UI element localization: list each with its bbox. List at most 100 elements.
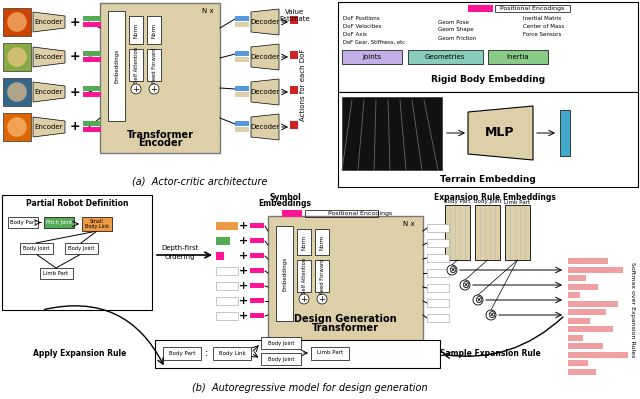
Circle shape [7, 117, 27, 137]
Bar [568, 267, 623, 273]
Text: +: + [132, 85, 140, 93]
Polygon shape [33, 82, 65, 102]
Bar [475, 205, 500, 260]
Bar [568, 369, 596, 375]
Bar [568, 292, 580, 298]
Bar [338, 2, 638, 92]
Text: Embeddings: Embeddings [259, 200, 312, 209]
Bar [235, 51, 249, 56]
Bar [495, 5, 570, 12]
Polygon shape [251, 79, 279, 105]
Bar [250, 268, 264, 273]
Bar [427, 239, 449, 247]
Bar [290, 16, 298, 24]
Text: Encoder: Encoder [138, 138, 182, 148]
Text: Limb Part: Limb Part [504, 200, 531, 205]
Bar [8, 217, 38, 228]
Text: Partial Robot Definition: Partial Robot Definition [26, 198, 128, 207]
Text: Body Joint: Body Joint [474, 200, 501, 205]
Bar [261, 337, 301, 349]
Bar [40, 268, 73, 279]
Bar [568, 258, 608, 264]
Bar [315, 260, 329, 292]
Circle shape [131, 84, 141, 94]
Bar [427, 224, 449, 232]
Text: Body Part: Body Part [444, 200, 470, 205]
Bar [427, 299, 449, 307]
Bar [65, 243, 98, 254]
Text: Symbol: Symbol [269, 192, 301, 201]
Text: Body Part: Body Part [10, 220, 36, 225]
Bar [216, 312, 238, 320]
Bar [235, 92, 249, 97]
Text: Embeddings: Embeddings [282, 257, 287, 290]
Bar [82, 217, 112, 231]
Text: :: : [205, 348, 209, 358]
Text: Apply Expansion Rule: Apply Expansion Rule [33, 350, 127, 358]
Text: (b)  Autoregressive model for design generation: (b) Autoregressive model for design gene… [192, 383, 428, 393]
Bar [83, 127, 101, 132]
Circle shape [460, 280, 470, 290]
Bar [213, 347, 251, 360]
Bar [427, 254, 449, 262]
Text: Encoder: Encoder [35, 19, 63, 25]
Bar [290, 121, 298, 129]
Bar [268, 216, 423, 341]
Bar [261, 353, 301, 365]
Polygon shape [251, 9, 279, 35]
Bar [468, 5, 493, 12]
Bar [3, 113, 31, 141]
Bar [250, 238, 264, 243]
Bar [488, 50, 548, 64]
Text: +: + [150, 85, 157, 93]
Text: +: + [239, 251, 248, 261]
Bar [568, 275, 586, 281]
Text: Feed Forward: Feed Forward [319, 258, 324, 294]
Bar [108, 11, 125, 121]
Text: Embeddings: Embeddings [114, 49, 119, 83]
Text: +: + [239, 221, 248, 231]
Text: Body Joint: Body Joint [68, 246, 94, 251]
Bar [568, 352, 628, 358]
Text: Limb Part: Limb Part [317, 350, 343, 356]
Text: +: + [70, 85, 80, 99]
Text: Design Generation: Design Generation [294, 314, 397, 324]
Text: Geom Shape: Geom Shape [438, 28, 474, 32]
Text: Body Link: Body Link [219, 350, 245, 356]
Bar [315, 229, 329, 255]
Text: Body Joint: Body Joint [268, 340, 294, 346]
Bar [568, 284, 598, 290]
Bar [216, 237, 230, 245]
Bar [342, 97, 442, 170]
Text: Norm: Norm [152, 22, 157, 38]
Bar [235, 86, 249, 91]
Bar [83, 92, 101, 97]
Bar [83, 51, 101, 56]
Text: +: + [239, 281, 248, 291]
Bar [568, 309, 606, 315]
Text: DoF Gear, Stiffness, etc: DoF Gear, Stiffness, etc [343, 40, 405, 45]
Text: Norm: Norm [134, 22, 138, 38]
Polygon shape [33, 12, 65, 32]
Bar [568, 343, 603, 349]
Polygon shape [468, 106, 533, 160]
Text: Small
Body Link: Small Body Link [85, 219, 109, 229]
Bar [297, 229, 311, 255]
Circle shape [7, 82, 27, 102]
Circle shape [447, 265, 457, 275]
Bar [2, 195, 152, 310]
Text: Expansion Rule Embeddings: Expansion Rule Embeddings [434, 192, 556, 201]
Text: +: + [239, 236, 248, 246]
Bar [235, 57, 249, 62]
Text: ⊗: ⊗ [474, 295, 482, 305]
Bar [568, 360, 588, 366]
Circle shape [299, 294, 309, 304]
Bar [216, 282, 238, 290]
Text: Encoder: Encoder [35, 54, 63, 60]
Bar [83, 22, 101, 27]
Text: Decoder: Decoder [250, 54, 280, 60]
Bar [83, 16, 101, 21]
Bar [129, 49, 143, 81]
Circle shape [149, 84, 159, 94]
Text: N x: N x [202, 8, 214, 14]
